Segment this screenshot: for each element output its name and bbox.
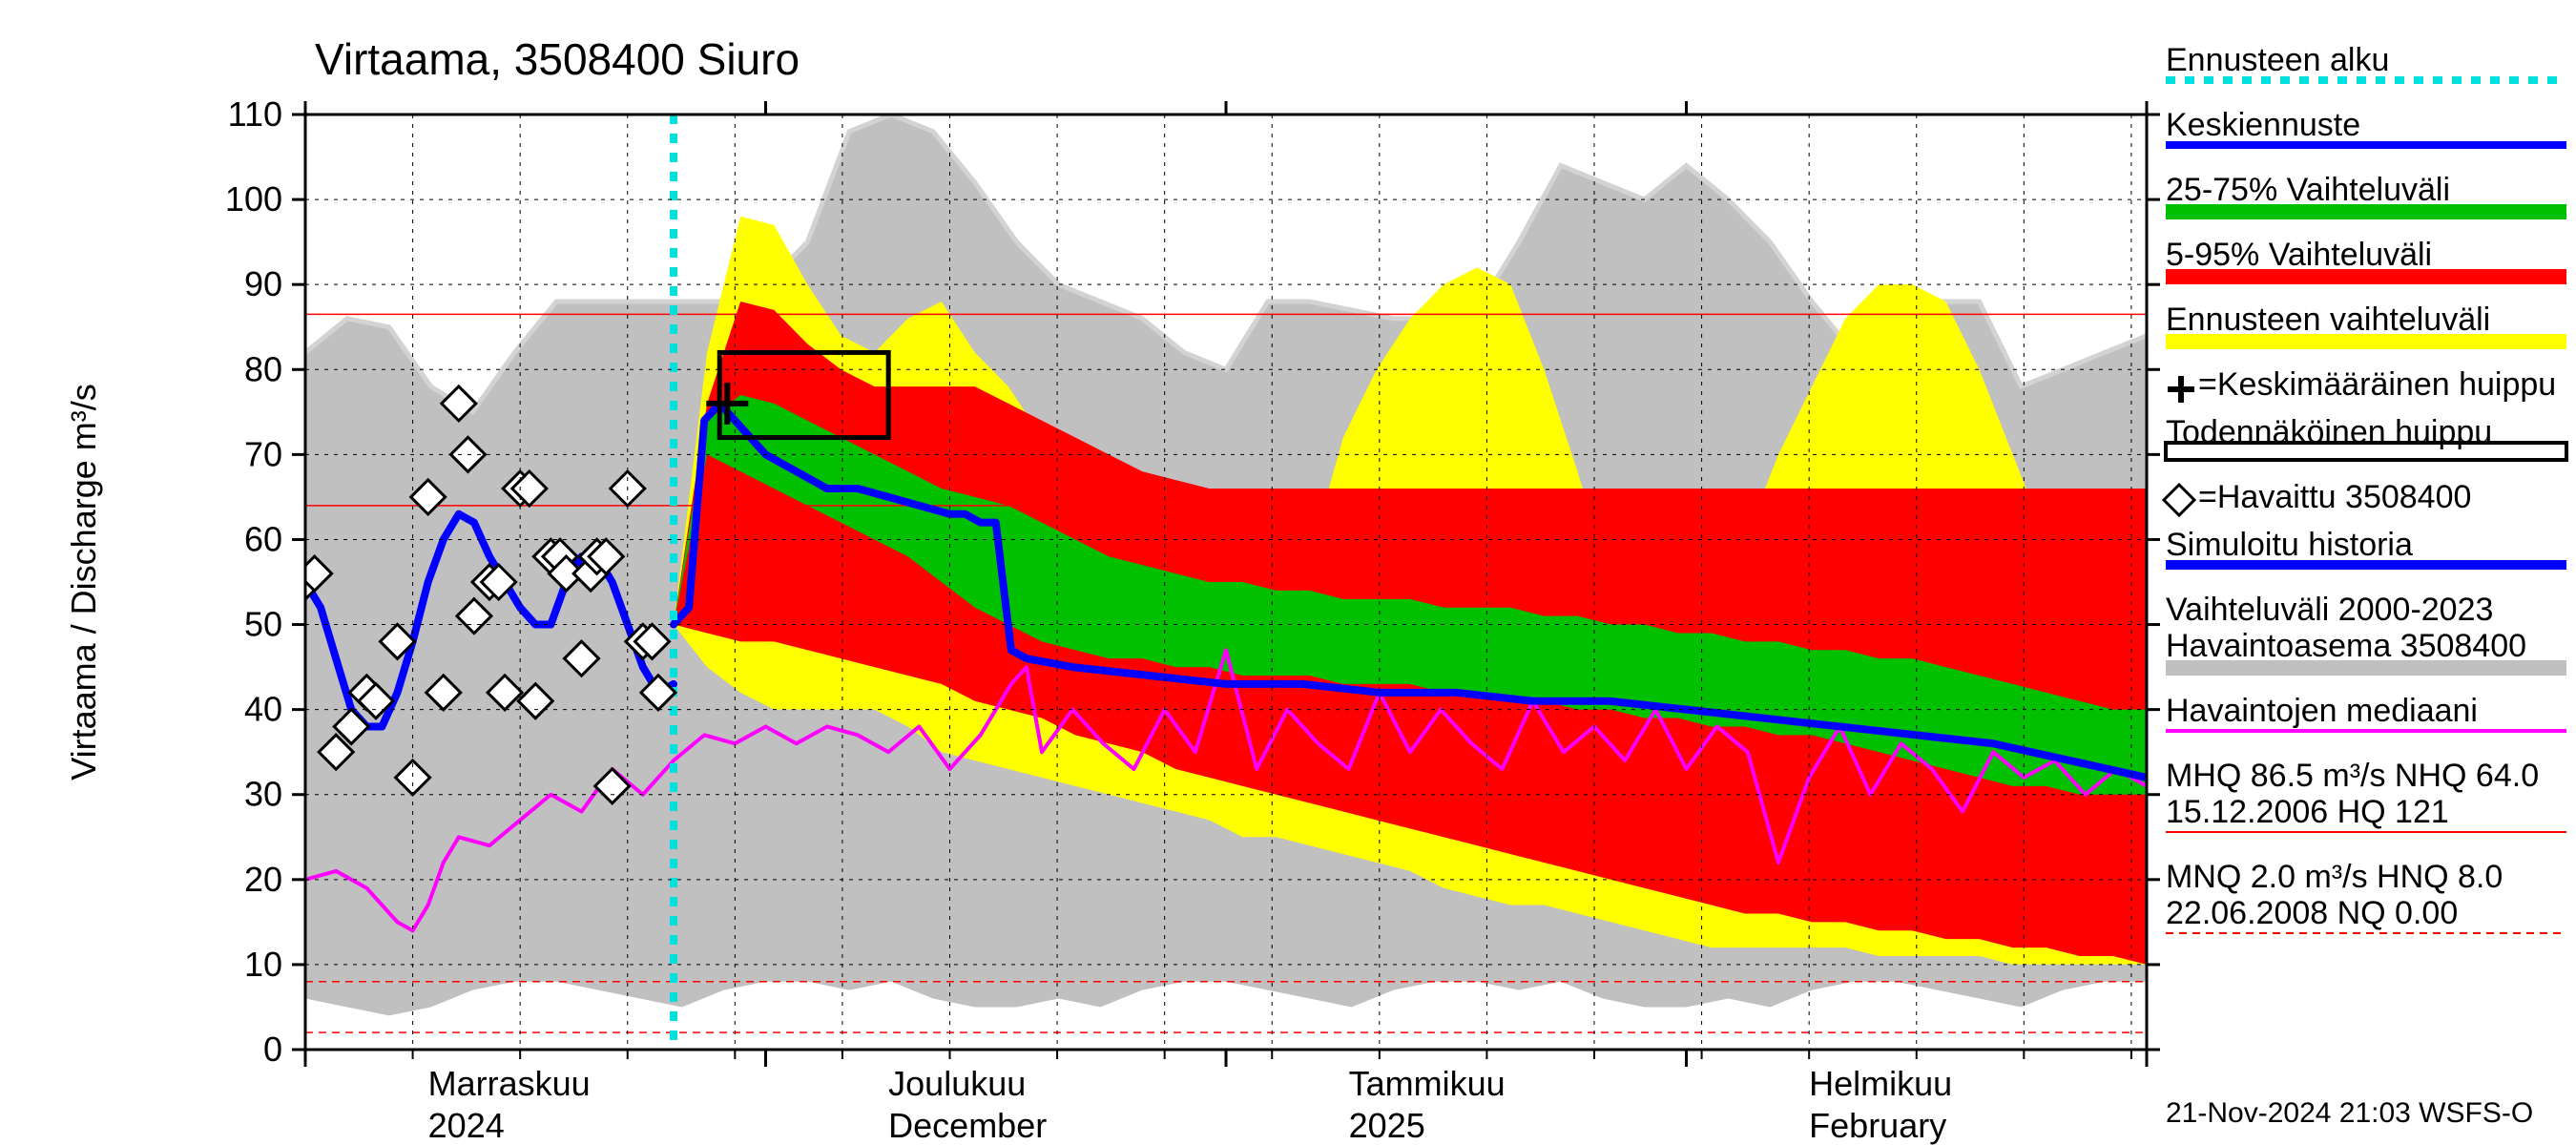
chart-svg: 0 10 20 30 40 50 60 70 80 90 100 110 Marraskuu2024 Jo… <box>0 0 2576 1145</box>
legend-label-mean_peak: =Keskimääräinen huippu <box>2198 366 2556 403</box>
y-tick-label: 60 <box>244 519 282 558</box>
legend-label-mhq: MHQ 86.5 m³/s NHQ 64.0 <box>2166 758 2539 794</box>
y-tick-label: 10 <box>244 945 282 984</box>
y-tick-label: 50 <box>244 605 282 644</box>
x-month-label-fi: Helmikuu <box>1809 1064 1952 1103</box>
legend-swatch-range_hist <box>2166 660 2566 676</box>
legend-label-median: Keskiennuste <box>2166 107 2360 143</box>
legend-label-observed: =Havaittu 3508400 <box>2198 479 2471 515</box>
y-axis-label: Virtaama / Discharge m³/s <box>64 384 103 780</box>
legend-label-iqr: 25-75% Vaihteluväli <box>2166 172 2450 208</box>
legend-label-p90: 5-95% Vaihteluväli <box>2166 237 2432 273</box>
legend-label-obs_median: Havaintojen mediaani <box>2166 693 2478 729</box>
y-tick-label: 30 <box>244 775 282 814</box>
x-month-label-en: 2024 <box>428 1106 505 1145</box>
x-month-label-fi: Joulukuu <box>888 1064 1026 1103</box>
legend-label-range_hist: Vaihteluväli 2000-2023 <box>2166 592 2493 628</box>
legend-label2-range_hist: Havaintoasema 3508400 <box>2166 628 2526 664</box>
y-tick-label: 100 <box>225 179 282 219</box>
legend-swatch-p90 <box>2166 269 2566 284</box>
x-month-label-fi: Tammikuu <box>1349 1064 1506 1103</box>
x-month-label-en: February <box>1809 1106 1946 1145</box>
y-tick-label: 20 <box>244 860 282 899</box>
hydrograph-chart: 0 10 20 30 40 50 60 70 80 90 100 110 Marraskuu2024 Jo… <box>0 0 2576 1145</box>
legend-label-forecast_start: Ennusteen alku <box>2166 42 2389 78</box>
x-month-label-en: 2025 <box>1349 1106 1425 1145</box>
legend-label-sim_hist: Simuloitu historia <box>2166 527 2413 563</box>
legend-label-mnq: MNQ 2.0 m³/s HNQ 8.0 <box>2166 859 2503 895</box>
y-tick-label: 80 <box>244 349 282 388</box>
footer-timestamp: 21-Nov-2024 21:03 WSFS-O <box>2166 1097 2533 1129</box>
legend-label-prob_peak: Todennäköinen huippu <box>2166 414 2492 450</box>
legend-label-full: Ennusteen vaihteluväli <box>2166 302 2490 338</box>
y-tick-label: 70 <box>244 434 282 473</box>
legend-swatch-full <box>2166 334 2566 349</box>
y-tick-label: 110 <box>228 94 282 134</box>
legend-swatch-iqr <box>2166 204 2566 219</box>
y-tick-label: 0 <box>263 1030 282 1069</box>
legend-label2-mhq: 15.12.2006 HQ 121 <box>2166 794 2449 830</box>
y-tick-label: 90 <box>244 264 282 303</box>
chart-title: Virtaama, 3508400 Siuro <box>315 34 800 84</box>
x-month-label-fi: Marraskuu <box>428 1064 591 1103</box>
legend-label2-mnq: 22.06.2008 NQ 0.00 <box>2166 895 2458 931</box>
y-tick-label: 40 <box>244 690 282 729</box>
x-month-label-en: December <box>888 1106 1047 1145</box>
